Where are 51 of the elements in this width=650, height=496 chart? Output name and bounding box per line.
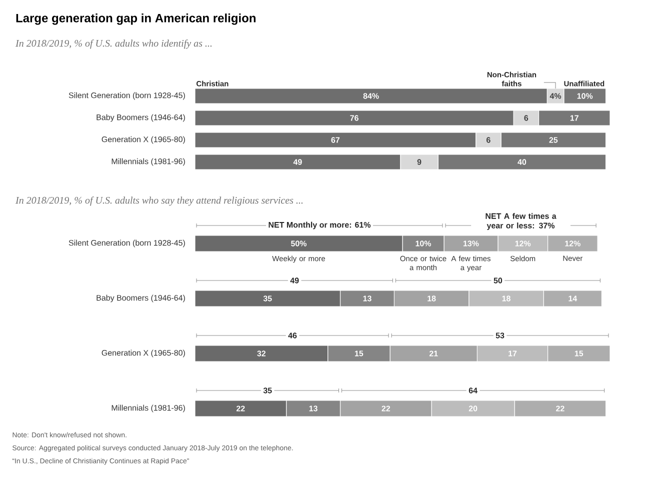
data-label: 14: [568, 296, 578, 302]
data-label: 6: [486, 137, 490, 143]
data-label: 22: [236, 406, 245, 412]
data-label: 10%: [416, 240, 432, 246]
chart-title: Large generation gap in American religion: [16, 14, 256, 25]
data-label: 17: [508, 350, 517, 356]
data-label: 12%: [565, 240, 580, 246]
data-label: 84%: [363, 93, 379, 99]
annotation: 64: [468, 388, 478, 394]
y-tick-label: Generation X (1965-80): [102, 350, 185, 358]
data-label: 21: [429, 350, 438, 356]
chart-subtitle: In 2018/2019, % of U.S. adults who say they attend religious services ...: [16, 196, 303, 206]
data-label: 4%: [550, 93, 562, 99]
data-label: 15: [574, 350, 584, 356]
data-label: 76: [350, 115, 358, 121]
data-label: 10%: [577, 93, 593, 99]
y-tick-label: Generation X (1965-80): [102, 136, 185, 144]
data-label: 22: [382, 406, 390, 412]
y-tick-label: Silent Generation (born 1928-45): [68, 240, 185, 248]
data-label: 13: [363, 296, 372, 302]
data-label: 20: [468, 406, 478, 412]
data-label: 15: [354, 350, 364, 356]
data-label: 17: [570, 115, 578, 121]
y-tick-label: Millennials (1981-96): [112, 158, 185, 166]
annotation: 49: [290, 278, 299, 284]
data-label: 9: [417, 159, 422, 165]
data-label: 13: [309, 406, 318, 412]
data-label: 40: [518, 159, 526, 165]
annotation: 46: [288, 332, 297, 338]
data-label: 13%: [463, 240, 479, 246]
y-tick-label: Baby Boomers (1946-64): [96, 114, 185, 122]
annotation: 53: [496, 332, 504, 338]
y-tick-label: Silent Generation (born 1928-45): [68, 92, 185, 100]
data-label: 6: [524, 115, 528, 121]
annotation: 35: [263, 388, 272, 394]
data-label: 25: [549, 137, 558, 143]
data-label: 12%: [515, 240, 531, 246]
data-label: 50%: [291, 240, 307, 246]
data-label: 18: [428, 296, 436, 302]
data-label: 35: [263, 296, 272, 302]
data-label: 18: [502, 296, 510, 302]
data-label: 32: [257, 350, 266, 356]
annotation: NET A few times a year or less: 37%: [486, 213, 556, 230]
data-label: 67: [331, 137, 340, 143]
y-tick-label: Millennials (1981-96): [112, 404, 185, 412]
annotation: 50: [494, 278, 502, 284]
annotation: NET Monthly or more: 61%: [268, 222, 371, 230]
text: In 2018/2019, % of U.S. adults who identify as ...: [16, 40, 212, 49]
y-tick-label: Baby Boomers (1946-64): [96, 294, 185, 302]
data-label: 49: [293, 159, 302, 165]
data-label: 22: [556, 406, 564, 412]
